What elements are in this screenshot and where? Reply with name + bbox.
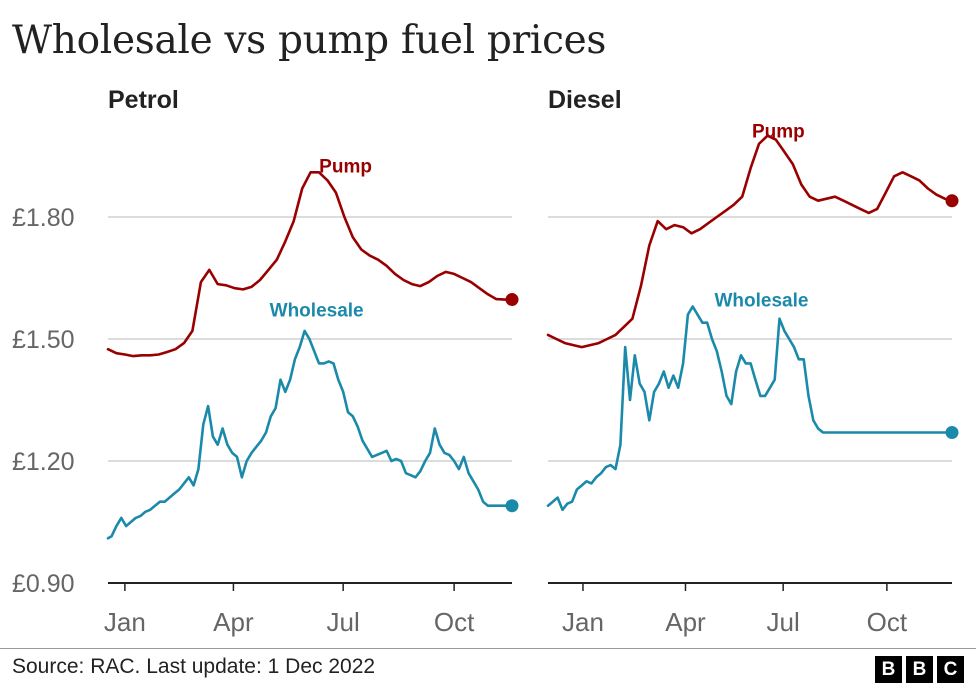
series-petrol: Pump Wholesale	[106, 156, 519, 540]
pump-line	[106, 171, 514, 358]
x-tick-label: Jul	[327, 607, 360, 637]
x-tick-label: Oct	[434, 607, 475, 637]
wholesale-line	[546, 305, 954, 512]
footer-divider	[0, 648, 976, 649]
x-tick-label: Jul	[767, 607, 800, 637]
panel-diesel: Diesel Jan Apr Jul Oct Pump Wholesale	[546, 86, 959, 637]
bbc-logo-letter: C	[937, 656, 964, 683]
x-tick-label: Apr	[665, 607, 706, 637]
wholesale-line	[106, 329, 514, 540]
wholesale-series-label: Wholesale	[270, 301, 364, 322]
pump-line	[546, 134, 954, 349]
series-diesel: Pump Wholesale	[546, 122, 959, 512]
grid-lines-diesel	[548, 216, 952, 584]
y-axis-petrol: £0.90 £1.20 £1.50 £1.80	[12, 204, 75, 598]
x-axis-petrol: Jan Apr Jul Oct	[104, 583, 475, 637]
bbc-logo-letter: B	[906, 656, 933, 683]
x-tick-label: Apr	[213, 607, 254, 637]
wholesale-end-marker	[945, 426, 959, 440]
panel-petrol: Petrol £0.90 £1.20 £1.50 £1.80 Jan Apr Jul Oct…	[12, 86, 519, 637]
source-note: Source: RAC. Last update: 1 Dec 2022	[12, 655, 376, 678]
x-axis-diesel: Jan Apr Jul Oct	[562, 583, 908, 637]
pump-series-label: Pump	[752, 122, 805, 143]
panel-title-diesel: Diesel	[548, 86, 622, 114]
x-tick-label: Jan	[562, 607, 604, 637]
bbc-logo: B B C	[875, 656, 964, 683]
y-tick-label: £1.50	[12, 326, 75, 354]
wholesale-end-marker	[505, 499, 519, 513]
grid-lines-petrol	[108, 216, 512, 584]
panel-title-petrol: Petrol	[108, 86, 179, 114]
y-tick-label: £1.80	[12, 204, 75, 232]
y-tick-label: £0.90	[12, 570, 75, 598]
wholesale-series-label: Wholesale	[714, 290, 808, 311]
pump-end-marker	[945, 194, 959, 208]
pump-end-marker	[505, 293, 519, 307]
x-tick-label: Oct	[867, 607, 908, 637]
chart-title: Wholesale vs pump fuel prices	[12, 18, 607, 63]
x-tick-label: Jan	[104, 607, 146, 637]
pump-series-label: Pump	[319, 156, 372, 177]
y-tick-label: £1.20	[12, 448, 75, 476]
bbc-logo-letter: B	[875, 656, 902, 683]
